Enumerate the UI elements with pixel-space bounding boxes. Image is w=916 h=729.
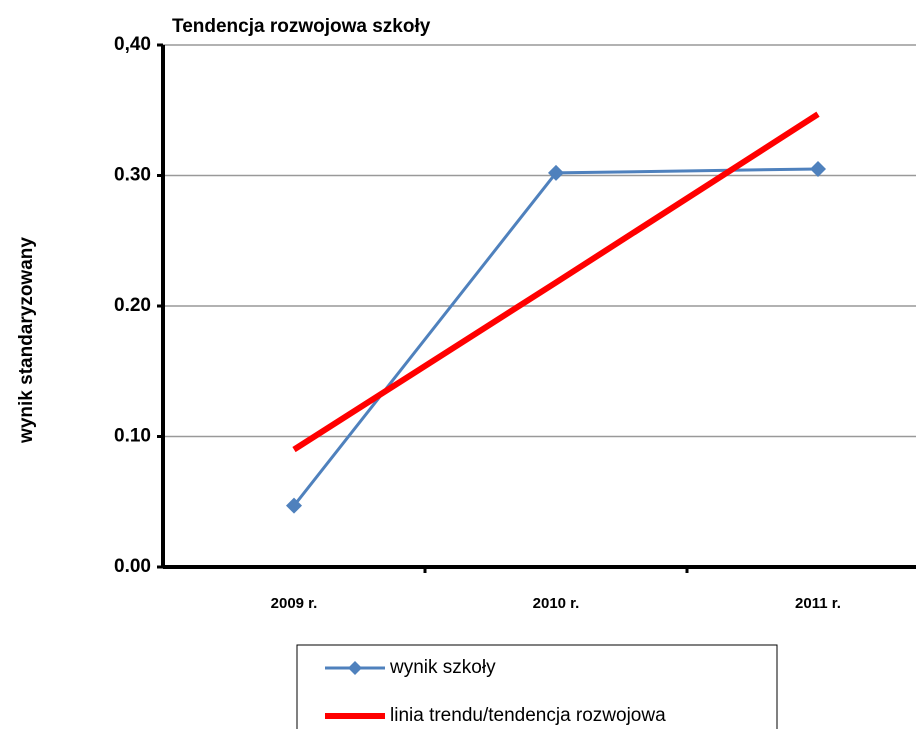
x-tick-label: 2009 r. bbox=[271, 595, 318, 612]
y-tick-label: 0.20 bbox=[114, 295, 151, 316]
x-tick-label: 2010 r. bbox=[533, 595, 580, 612]
y-tick-label: 0,40 bbox=[114, 34, 151, 55]
chart: Tendencja rozwojowa szkoły wynik standar… bbox=[0, 0, 916, 729]
y-axis-label: wynik standaryzowany bbox=[16, 237, 37, 444]
legend-label: linia trendu/tendencja rozwojowa bbox=[390, 705, 666, 726]
series-line bbox=[294, 114, 818, 449]
x-tick-label: 2011 r. bbox=[795, 595, 841, 612]
series-line bbox=[294, 169, 818, 506]
y-tick-label: 0.10 bbox=[114, 426, 151, 447]
marker bbox=[810, 161, 826, 177]
y-tick-label: 0.30 bbox=[114, 165, 151, 186]
legend-label: wynik szkoły bbox=[389, 657, 496, 678]
chart-title: Tendencja rozwojowa szkoły bbox=[172, 16, 431, 37]
y-tick-label: 0.00 bbox=[114, 556, 151, 577]
